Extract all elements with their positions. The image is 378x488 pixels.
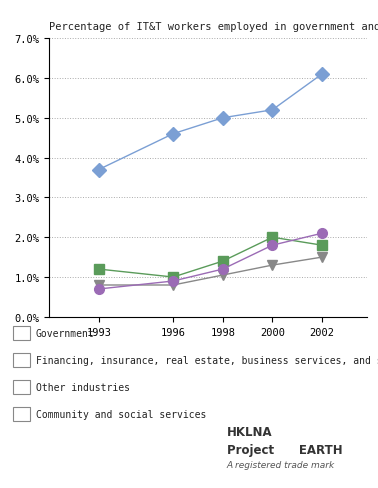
Text: Financing, insurance, real estate, business services, and software vendors: Financing, insurance, real estate, busin… bbox=[36, 355, 378, 365]
Text: HKLNA: HKLNA bbox=[227, 426, 273, 438]
Text: A registered trade mark: A registered trade mark bbox=[227, 460, 335, 469]
Text: Percentage of IT&T workers employed in government and industry: Percentage of IT&T workers employed in g… bbox=[49, 22, 378, 32]
Text: Government: Government bbox=[36, 328, 94, 338]
Text: Project      EARTH: Project EARTH bbox=[227, 444, 342, 456]
Text: Other industries: Other industries bbox=[36, 382, 130, 392]
Text: Community and social services: Community and social services bbox=[36, 409, 206, 419]
